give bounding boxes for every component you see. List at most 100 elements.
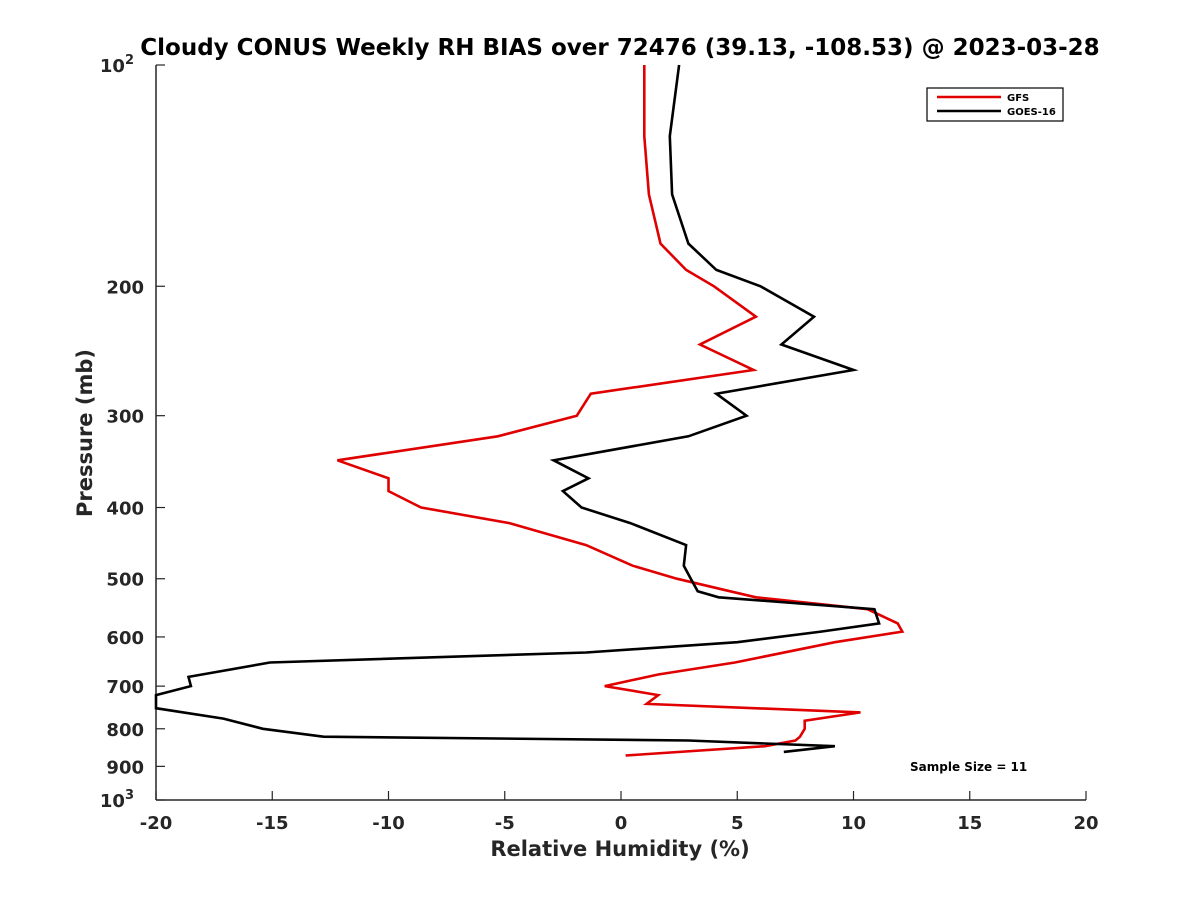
legend-label-goes-16: GOES-16 (1007, 107, 1056, 118)
x-tick-label: 15 (957, 813, 982, 834)
plot-axes: -20 -15 -10 -5 0 5 10 15 20 102 200 300 400 500 600 700… (100, 53, 1099, 834)
y-tick-label: 103 (100, 788, 134, 812)
data-point-gfs (644, 64, 646, 66)
data-point-goes-16 (588, 478, 590, 480)
data-point-gfs (337, 460, 339, 462)
data-point-goes-16 (853, 369, 855, 371)
data-point-goes-16 (581, 507, 583, 509)
data-point-goes-16 (155, 707, 157, 709)
data-point-gfs (660, 243, 662, 245)
y-tick-label: 200 (106, 277, 144, 298)
x-tick-label: -5 (495, 813, 515, 834)
sample-size-annotation: Sample Size = 11 (910, 760, 1027, 774)
data-point-gfs (755, 316, 757, 318)
legend-label-gfs: GFS (1007, 93, 1029, 104)
data-point-goes-16 (683, 565, 685, 567)
series-line-goes-16 (154, 64, 881, 754)
data-point-gfs (509, 522, 511, 524)
data-point-gfs (764, 745, 766, 747)
data-point-goes-16 (820, 631, 822, 633)
data-point-gfs (795, 740, 797, 742)
series-line-gfs (336, 65, 905, 757)
data-point-goes-16 (688, 740, 690, 742)
data-point-goes-16 (688, 436, 690, 438)
data-point-gfs (585, 544, 587, 546)
data-point-goes-16 (697, 591, 699, 593)
data-point-goes-16 (781, 344, 783, 346)
x-tick-label: 10 (841, 813, 866, 834)
y-axis-label: Pressure (mb) (73, 349, 97, 517)
data-point-gfs (753, 369, 755, 371)
x-axis-label: Relative Humidity (%) (490, 837, 749, 861)
data-point-gfs (604, 685, 606, 687)
data-point-gfs (625, 755, 627, 757)
data-point-goes-16 (585, 652, 587, 654)
series-layer (154, 64, 905, 757)
data-point-goes-16 (678, 64, 680, 66)
x-tick-label: 0 (615, 813, 628, 834)
data-point-goes-16 (716, 269, 718, 271)
data-point-gfs (804, 720, 806, 722)
data-point-goes-16 (874, 608, 876, 610)
data-point-gfs (676, 578, 678, 580)
data-point-gfs (834, 641, 836, 643)
data-point-goes-16 (718, 597, 720, 599)
y-tick-label: 500 (106, 570, 144, 591)
chart-title: Cloudy CONUS Weekly RH BIAS over 72476 (… (140, 35, 1099, 61)
data-point-gfs (388, 478, 390, 480)
data-point-gfs (646, 703, 648, 705)
data-point-goes-16 (760, 286, 762, 288)
data-point-goes-16 (737, 641, 739, 643)
data-point-gfs (734, 662, 736, 664)
legend-box (926, 87, 1064, 122)
data-point-goes-16 (155, 694, 157, 696)
data-point-goes-16 (223, 718, 225, 720)
data-point-gfs (657, 674, 659, 676)
data-point-goes-16 (262, 728, 264, 730)
data-point-goes-16 (553, 460, 555, 462)
data-point-goes-16 (188, 676, 190, 678)
data-point-gfs (730, 591, 732, 593)
data-point-goes-16 (813, 316, 815, 318)
data-point-gfs (576, 415, 578, 417)
data-point-gfs (497, 436, 499, 438)
data-point-goes-16 (783, 751, 785, 753)
data-point-gfs (804, 728, 806, 730)
y-tick-label: 700 (106, 677, 144, 698)
data-point-gfs (685, 269, 687, 271)
legend: GFS GOES-16 (926, 87, 1064, 122)
data-point-goes-16 (878, 623, 880, 625)
x-tick-label: -10 (372, 813, 405, 834)
y-tick-label: 102 (100, 53, 134, 77)
data-point-gfs (590, 393, 592, 395)
data-point-goes-16 (269, 662, 271, 664)
y-tick-label: 400 (106, 499, 144, 520)
data-point-goes-16 (630, 522, 632, 524)
y-tick-label: 900 (106, 757, 144, 778)
data-point-goes-16 (688, 243, 690, 245)
data-point-gfs (897, 623, 899, 625)
data-point-gfs (632, 565, 634, 567)
data-point-gfs (860, 712, 862, 714)
data-point-gfs (755, 597, 757, 599)
data-point-gfs (420, 507, 422, 509)
y-tick-label: 800 (106, 720, 144, 741)
y-tick-label: 300 (106, 407, 144, 428)
data-point-goes-16 (690, 578, 692, 580)
data-point-goes-16 (323, 736, 325, 738)
data-point-goes-16 (716, 393, 718, 395)
x-tick-label: -20 (140, 813, 173, 834)
data-point-goes-16 (685, 544, 687, 546)
data-point-gfs (657, 694, 659, 696)
data-point-gfs (699, 344, 701, 346)
data-point-gfs (648, 194, 650, 196)
data-point-gfs (644, 135, 646, 137)
data-point-goes-16 (190, 685, 192, 687)
data-point-goes-16 (669, 135, 671, 137)
data-point-gfs (902, 631, 904, 633)
y-tick-label: 600 (106, 628, 144, 649)
x-tick-label: 20 (1073, 813, 1098, 834)
x-tick-label: -15 (256, 813, 289, 834)
data-point-goes-16 (671, 194, 673, 196)
